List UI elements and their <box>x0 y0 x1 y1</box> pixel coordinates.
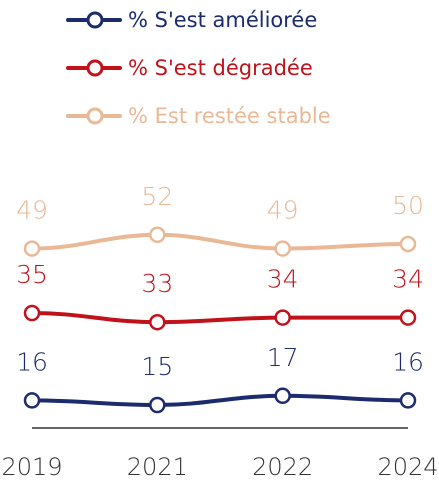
legend-label: % Est restée stable <box>128 104 331 128</box>
series-line <box>31 311 408 325</box>
data-label: 49 <box>267 196 299 225</box>
data-label: 50 <box>392 191 424 220</box>
point-marker <box>274 240 291 257</box>
x-tick-label: 2022 <box>252 453 313 481</box>
point-marker <box>149 226 166 244</box>
series-line <box>31 232 409 251</box>
data-label: 49 <box>16 196 48 225</box>
series-line <box>31 393 409 408</box>
point-marker <box>399 309 417 326</box>
data-label: 33 <box>141 269 173 298</box>
x-tick-label: 2019 <box>1 453 62 481</box>
point-marker <box>399 235 417 253</box>
data-label: 52 <box>141 182 173 211</box>
data-label: 16 <box>392 347 424 376</box>
data-label: 15 <box>141 352 173 381</box>
legend-marker <box>86 11 104 29</box>
point-marker <box>149 313 166 331</box>
x-tick-label: 2024 <box>377 453 438 481</box>
point-marker <box>23 392 41 409</box>
legend-marker <box>86 107 104 125</box>
data-label: 34 <box>392 265 424 294</box>
data-label: 17 <box>267 343 299 372</box>
x-tick-label: 2021 <box>127 453 188 481</box>
point-marker <box>399 392 417 409</box>
point-marker <box>149 396 166 414</box>
point-marker <box>274 387 291 405</box>
legend-label: % S'est dégradée <box>128 56 313 80</box>
data-label: 34 <box>267 265 299 294</box>
data-label: 35 <box>16 260 48 289</box>
point-marker <box>23 304 41 322</box>
point-marker <box>23 240 41 257</box>
legend-marker <box>86 59 104 77</box>
data-label: 16 <box>16 347 48 376</box>
legend-label: % S'est améliorée <box>128 8 317 32</box>
point-marker <box>274 309 291 326</box>
